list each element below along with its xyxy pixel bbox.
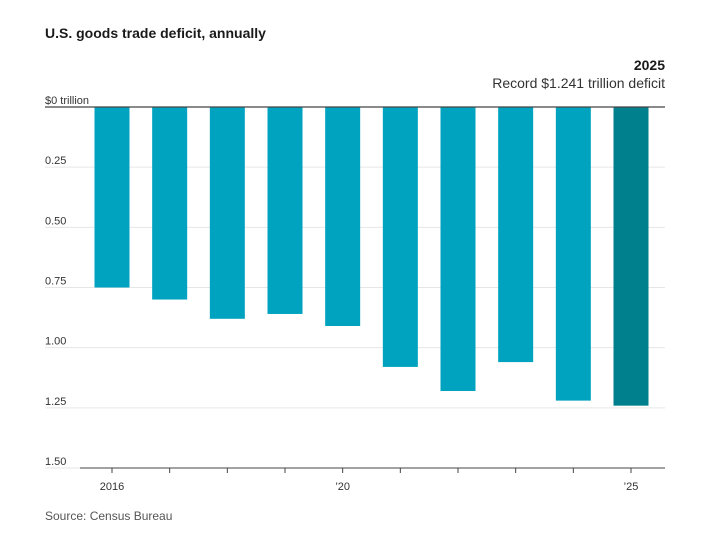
bar-2024 — [555, 107, 591, 401]
bar-2017 — [152, 107, 188, 300]
y-tick-label: 0.25 — [45, 155, 66, 167]
bar-2016 — [94, 107, 130, 288]
x-tick-label: ’25 — [624, 481, 639, 493]
bar-2019 — [267, 107, 303, 314]
x-tick-label: 2016 — [100, 481, 124, 493]
y-axis-labels: $0 trillion 0.25 0.50 0.75 1.00 1.25 1.50 — [45, 95, 89, 468]
bar-2021 — [382, 107, 418, 367]
y-tick-label: 0.50 — [45, 215, 66, 227]
y-tick-label: 1.00 — [45, 336, 66, 348]
y-tick-label: 1.25 — [45, 396, 66, 408]
y-tick-label: 1.50 — [45, 456, 66, 468]
source-note: Source: Census Bureau — [45, 509, 172, 523]
bar-2020 — [325, 107, 361, 327]
y-tick-label: 0.75 — [45, 276, 66, 288]
x-tick-label: ’20 — [335, 481, 350, 493]
x-axis: 2016 ’20 ’25 — [80, 467, 665, 493]
bar-2022 — [440, 107, 476, 391]
chart-title: U.S. goods trade deficit, annually — [45, 25, 266, 41]
annotation-text: Record $1.241 trillion deficit — [492, 75, 665, 91]
bar-2023 — [498, 107, 534, 363]
annotation-year: 2025 — [634, 57, 665, 73]
bar-2025 — [613, 107, 649, 406]
bar-2018 — [209, 107, 245, 319]
y-tick-label: $0 trillion — [45, 95, 89, 107]
bars — [94, 107, 649, 406]
